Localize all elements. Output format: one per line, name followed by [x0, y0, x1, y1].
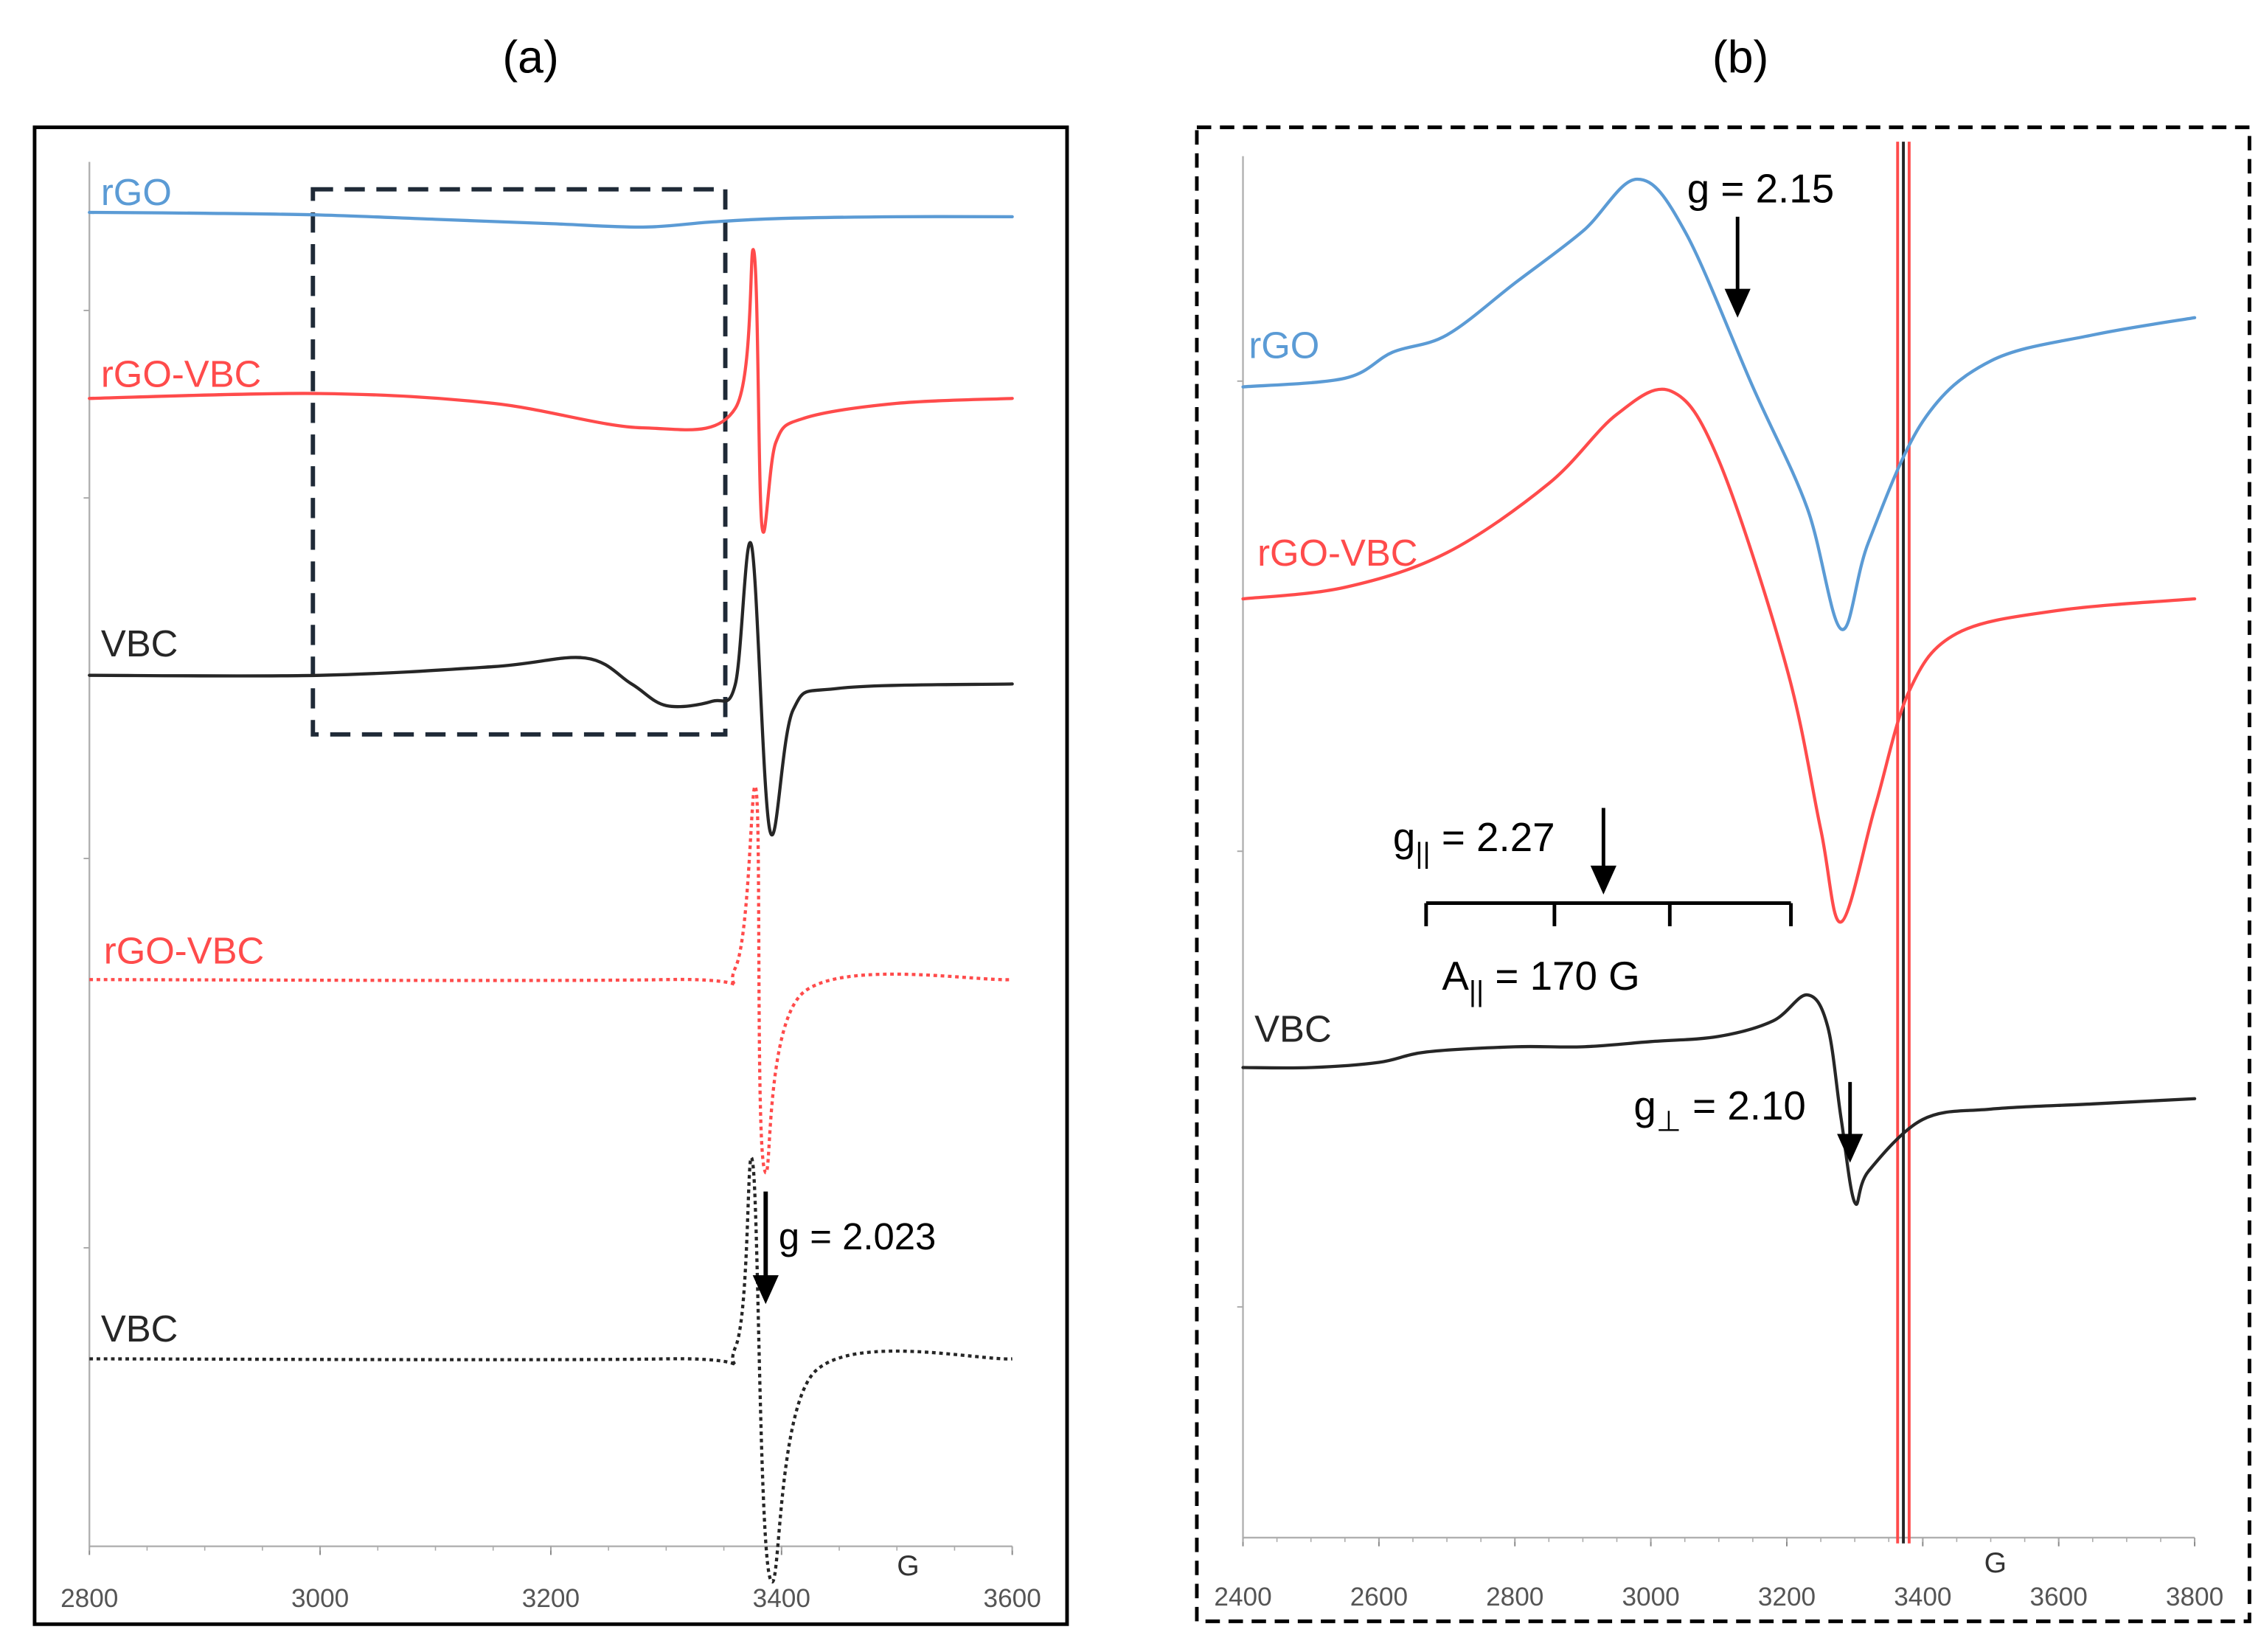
panel-a-x-ticks — [88, 1546, 1013, 1555]
annotation-g-215-text: g = 2.15 — [1687, 165, 1834, 211]
panel-a-x-tick-label: 3200 — [522, 1584, 580, 1613]
panel-a-series-vbc-dotted — [89, 1156, 1013, 1583]
panel-a-label: (a) — [502, 31, 558, 83]
hyperfine-bracket — [1424, 901, 1793, 926]
panel-b-series-vbc — [1241, 993, 2197, 1206]
panel-a-x-tick-label: 2800 — [60, 1584, 118, 1613]
panel-a-series — [88, 210, 1014, 1583]
panel-b-x-axis-label: G — [1984, 1547, 2007, 1579]
panel-b-x-tick-label: 3000 — [1622, 1583, 1679, 1611]
panel-a-frame — [32, 125, 1069, 1626]
panel-b-offscale-lines — [1896, 142, 1911, 1544]
panel-b-y-tick-marks — [1237, 380, 1243, 1308]
panel-a-legend-label-vbc: VBC — [101, 1308, 178, 1350]
annotation-g-2023: g = 2.023 — [752, 1191, 936, 1305]
panel-a-series-labels: rGO rGO-VBC VBC rGO-VBC VBC — [101, 171, 264, 1350]
panel-b-x-tick-label: 3800 — [2166, 1583, 2223, 1611]
annotation-g-parallel-text: g|| = 2.27 — [1393, 814, 1555, 870]
panel-a-series-rgo-vbc — [88, 248, 1014, 534]
panel-a-x-tick-labels: 2800 3000 3200 3400 3600 — [60, 1584, 1041, 1613]
annotation-g-2023-text: g = 2.023 — [779, 1215, 936, 1257]
panel-b-label: (b) — [1712, 31, 1768, 83]
panel-a-y-tick-marks — [83, 309, 90, 1249]
panel-b-axes — [1242, 156, 2195, 1539]
panel-b-series-rgo-vbc — [1241, 387, 2197, 924]
panel-b-x-tick-label: 3400 — [1894, 1583, 1951, 1611]
panel-b-x-tick-labels: 2400 2600 2800 3000 3200 3400 3600 3800 — [1214, 1583, 2223, 1611]
annotation-g-parallel: g|| = 2.27 — [1393, 808, 1616, 895]
panel-a-x-tick-label: 3000 — [291, 1584, 349, 1613]
panel-b-x-ticks — [1242, 1537, 2196, 1547]
panel-a-x-axis-label: G — [897, 1550, 919, 1582]
panel-b-series-labels: rGO rGO-VBC VBC — [1248, 324, 1417, 1049]
panel-b-legend-label-rgo-vbc: rGO-VBC — [1257, 532, 1417, 574]
panel-b-x-tick-label: 3600 — [2030, 1583, 2088, 1611]
annotation-g-215: g = 2.15 — [1687, 165, 1834, 318]
panel-a-legend-label-vbc: VBC — [101, 622, 178, 664]
annotation-a-parallel: A|| = 170 G — [1442, 953, 1639, 1008]
panel-a-series-rgo-vbc-dotted — [89, 785, 1013, 1175]
panel-a-legend-label-rgo: rGO — [101, 171, 172, 213]
panel-b-x-tick-label: 2400 — [1214, 1583, 1271, 1611]
panel-a-series-vbc — [88, 541, 1014, 836]
annotation-g-perp-text: g⊥ = 2.10 — [1633, 1083, 1805, 1138]
panel-a-x-tick-label: 3600 — [984, 1584, 1041, 1613]
panel-b-legend-label-rgo: rGO — [1248, 324, 1319, 366]
panel-b-x-tick-label: 3200 — [1758, 1583, 1816, 1611]
panel-b-x-tick-label: 2600 — [1350, 1583, 1408, 1611]
annotation-a-parallel-text: A|| = 170 G — [1442, 953, 1639, 1008]
panel-a-legend-label-rgo-vbc: rGO-VBC — [101, 353, 261, 395]
panel-b-frame — [1195, 125, 2251, 1623]
highlight-box — [310, 187, 728, 737]
panel-a-series-rgo — [88, 210, 1014, 229]
panel-a-legend-label-rgo-vbc: rGO-VBC — [104, 930, 264, 972]
panel-b-series — [1241, 177, 2197, 1206]
annotation-g-perp: g⊥ = 2.10 — [1633, 1082, 1864, 1163]
panel-a-x-tick-label: 3400 — [753, 1584, 810, 1613]
panel-b-series-rgo — [1241, 177, 2197, 631]
panel-b-legend-label-vbc: VBC — [1254, 1007, 1332, 1049]
panel-b-x-tick-label: 2800 — [1486, 1583, 1543, 1611]
